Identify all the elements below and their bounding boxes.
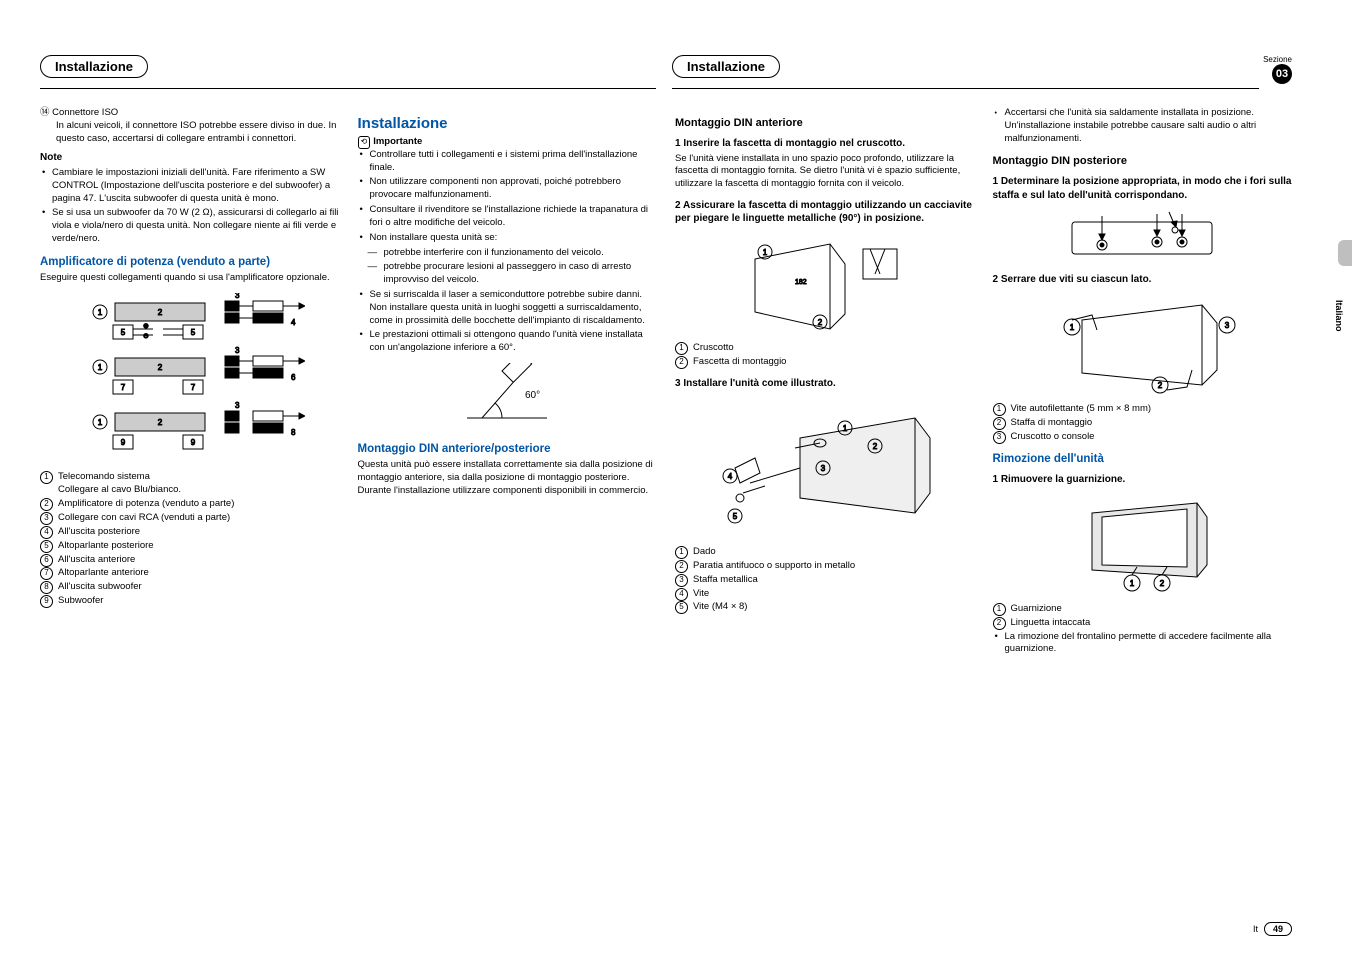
svg-text:2: 2 — [873, 442, 878, 451]
svg-text:1: 1 — [98, 418, 103, 427]
header-tab-right: Installazione — [672, 55, 780, 78]
svg-text:3: 3 — [235, 346, 240, 355]
svg-text:⊖: ⊖ — [143, 333, 149, 340]
install-title: Installazione — [358, 115, 658, 132]
note-heading: Note — [40, 151, 340, 165]
side-language-tab: Italiano — [1334, 300, 1344, 332]
remove-note: La rimozione del frontalino permette di … — [993, 631, 1293, 657]
column-4: Accertarsi che l'unità sia saldamente in… — [993, 107, 1293, 658]
amp-text: Eseguire questi collegamenti quando si u… — [40, 272, 340, 285]
svg-text:8: 8 — [291, 428, 296, 437]
remove-diagram: 1 2 — [993, 495, 1293, 595]
svg-text:1: 1 — [98, 363, 103, 372]
step-1-text: Se l'unità viene installata in uno spazi… — [675, 153, 975, 191]
content-columns: ⑭ Connettore ISO In alcuni veicoli, il c… — [40, 107, 1292, 658]
screw-diagram: 1 2 3 — [993, 295, 1293, 395]
amp-wiring-diagram: 1 2 3 4 5 5 ⊕ ⊖ — [40, 293, 340, 463]
amp-title: Amplificatore di potenza (venduto a part… — [40, 256, 340, 268]
step-2: 2 Assicurare la fascetta di montaggio ut… — [675, 199, 975, 226]
svg-text:1: 1 — [1130, 579, 1135, 588]
warning-note: Accertarsi che l'unità sia saldamente in… — [993, 107, 1293, 145]
important-list-2: Se si surriscalda il laser a semicondutt… — [358, 289, 658, 355]
header-row: Installazione Installazione Sezione 03 — [40, 55, 1292, 97]
install-legend: 1Dado 2Paratia antifuoco o supporto in m… — [675, 546, 975, 614]
din-mount-text: Questa unità può essere installata corre… — [358, 459, 658, 497]
svg-text:⊕: ⊕ — [143, 323, 149, 330]
section-badge: Sezione 03 — [1263, 55, 1292, 84]
page-footer: It 49 — [1253, 922, 1292, 936]
svg-text:1: 1 — [843, 424, 848, 433]
svg-text:2: 2 — [158, 308, 163, 317]
step-1: 1 Inserire la fascetta di montaggio nel … — [675, 137, 975, 151]
install-diagram: 1 2 3 4 5 — [675, 398, 975, 538]
din-mount-title: Montaggio DIN anteriore/posteriore — [358, 443, 658, 455]
svg-text:6: 6 — [291, 373, 296, 382]
svg-text:5: 5 — [121, 328, 126, 337]
iso-text: In alcuni veicoli, il connettore ISO pot… — [40, 120, 340, 146]
sleeve-diagram: 182 1 2 — [675, 234, 975, 334]
svg-text:9: 9 — [191, 438, 196, 447]
rear-step-1: 1 Determinare la posizione appropriata, … — [993, 175, 1293, 202]
amp-legend: 1Telecomando sistema Collegare al cavo B… — [40, 471, 340, 608]
column-1: ⑭ Connettore ISO In alcuni veicoli, il c… — [40, 107, 340, 658]
remove-step-1: 1 Rimuovere la guarnizione. — [993, 473, 1293, 487]
important-label: ⟲Importante — [358, 136, 658, 149]
svg-text:4: 4 — [291, 318, 296, 327]
angle-diagram: 60° — [358, 363, 658, 433]
svg-text:2: 2 — [818, 318, 823, 327]
svg-text:182: 182 — [795, 279, 807, 286]
din-rear-title: Montaggio DIN posteriore — [993, 155, 1293, 167]
svg-text:1: 1 — [98, 308, 103, 317]
svg-text:5: 5 — [191, 328, 196, 337]
angle-label: 60° — [525, 390, 540, 401]
svg-text:9: 9 — [121, 438, 126, 447]
iso-connector: ⑭ Connettore ISO — [40, 107, 340, 120]
svg-text:2: 2 — [158, 418, 163, 427]
remove-legend: 1Guarnizione 2Linguetta intaccata — [993, 603, 1293, 630]
svg-text:2: 2 — [158, 363, 163, 372]
rear-legend: 1Vite autofilettante (5 mm × 8 mm) 2Staf… — [993, 403, 1293, 443]
svg-text:1: 1 — [1070, 323, 1075, 332]
remove-title: Rimozione dell'unità — [993, 453, 1293, 465]
important-list: Controllare tutti i collegamenti e i sis… — [358, 149, 658, 245]
din-front-title: Montaggio DIN anteriore — [675, 117, 975, 129]
note-list: Cambiare le impostazioni iniziali dell'u… — [40, 167, 340, 246]
side-accent — [1338, 240, 1352, 266]
svg-text:3: 3 — [821, 464, 826, 473]
column-2: Installazione ⟲Importante Controllare tu… — [358, 107, 658, 658]
svg-text:2: 2 — [1158, 381, 1163, 390]
step-3: 3 Installare l'unità come illustrato. — [675, 377, 975, 391]
svg-text:3: 3 — [1225, 321, 1230, 330]
svg-text:5: 5 — [733, 512, 738, 521]
svg-text:4: 4 — [728, 472, 733, 481]
rear-holes-diagram — [993, 210, 1293, 265]
header-tab-left: Installazione — [40, 55, 148, 78]
svg-text:3: 3 — [235, 401, 240, 410]
svg-text:2: 2 — [1160, 579, 1165, 588]
important-icon: ⟲ — [358, 136, 371, 149]
svg-text:7: 7 — [121, 383, 126, 392]
column-3: Montaggio DIN anteriore 1 Inserire la fa… — [675, 107, 975, 658]
important-sublist: potrebbe interferire con il funzionament… — [358, 247, 658, 287]
rear-step-2: 2 Serrare due viti su ciascun lato. — [993, 273, 1293, 287]
svg-text:1: 1 — [763, 248, 768, 257]
svg-text:7: 7 — [191, 383, 196, 392]
svg-text:3: 3 — [235, 293, 240, 300]
sleeve-legend: 1Cruscotto 2Fascetta di montaggio — [675, 342, 975, 369]
